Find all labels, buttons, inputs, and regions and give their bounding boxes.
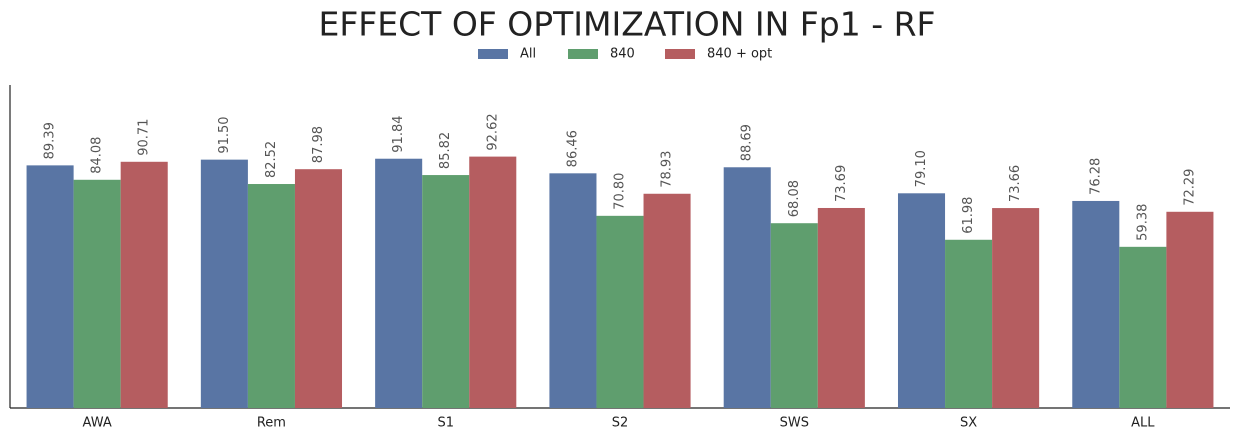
value-label: 73.69 bbox=[834, 165, 849, 202]
bar bbox=[643, 193, 691, 408]
legend-swatch bbox=[478, 49, 508, 59]
value-label: 76.28 bbox=[1088, 158, 1103, 195]
x-tick-label: ALL bbox=[1131, 416, 1155, 431]
bar bbox=[200, 159, 248, 408]
bar bbox=[26, 165, 74, 408]
value-label: 73.66 bbox=[1008, 165, 1023, 202]
value-label: 70.80 bbox=[613, 173, 628, 210]
bar bbox=[1119, 246, 1167, 408]
value-label: 91.84 bbox=[391, 116, 406, 153]
value-label: 88.69 bbox=[740, 124, 755, 161]
x-tick-label: S1 bbox=[437, 416, 454, 431]
bar bbox=[1166, 211, 1214, 408]
bar bbox=[422, 175, 470, 408]
x-tick-label: Rem bbox=[257, 416, 286, 431]
value-label: 84.08 bbox=[90, 137, 105, 174]
bar bbox=[73, 179, 121, 408]
chart-title: EFFECT OF OPTIMIZATION IN Fp1 - RF bbox=[318, 5, 935, 44]
x-tick-label: SWS bbox=[780, 416, 809, 431]
bar bbox=[723, 167, 771, 408]
value-label: 89.39 bbox=[43, 122, 58, 159]
value-label: 68.08 bbox=[787, 180, 802, 217]
value-label: 61.98 bbox=[961, 197, 976, 234]
x-tick-label: AWA bbox=[83, 416, 112, 431]
value-label: 92.62 bbox=[485, 113, 500, 150]
legend-label: All bbox=[520, 47, 536, 62]
legend-label: 840 + opt bbox=[707, 47, 772, 62]
value-label: 78.93 bbox=[660, 151, 675, 188]
bar bbox=[897, 193, 946, 408]
value-label: 91.50 bbox=[217, 116, 232, 153]
legend-swatch bbox=[568, 49, 598, 59]
legend-label: 840 bbox=[610, 47, 635, 62]
bar bbox=[549, 173, 597, 408]
bar bbox=[294, 169, 343, 408]
bar bbox=[1072, 200, 1120, 408]
bar bbox=[817, 207, 865, 408]
bar bbox=[945, 239, 993, 408]
legend-swatch bbox=[665, 49, 695, 59]
value-label: 59.38 bbox=[1135, 204, 1150, 241]
bar bbox=[120, 161, 168, 408]
value-label: 72.29 bbox=[1182, 169, 1197, 206]
bar bbox=[469, 156, 517, 408]
bar bbox=[596, 215, 644, 408]
bar bbox=[375, 158, 423, 408]
bar bbox=[247, 184, 295, 408]
bar bbox=[992, 208, 1040, 408]
bar bbox=[770, 223, 818, 408]
x-tick-label: S2 bbox=[612, 416, 629, 431]
value-label: 87.98 bbox=[311, 126, 326, 163]
value-label: 85.82 bbox=[438, 132, 453, 169]
value-label: 86.46 bbox=[565, 130, 580, 167]
value-label: 82.52 bbox=[264, 141, 279, 178]
value-label: 90.71 bbox=[137, 119, 152, 156]
value-label: 79.10 bbox=[914, 150, 929, 187]
x-tick-label: SX bbox=[960, 416, 977, 431]
